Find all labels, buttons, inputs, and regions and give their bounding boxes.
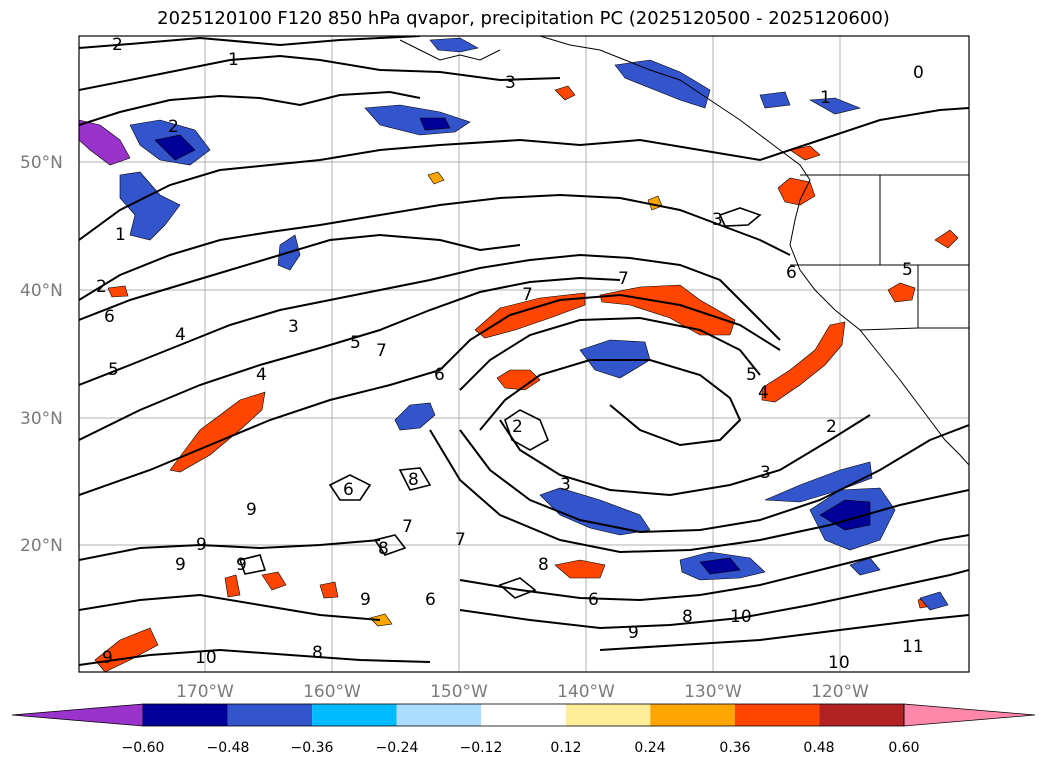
latitude-labels: 50°N 40°N 30°N 20°N [20, 153, 63, 556]
map-title: 2025120100 F120 850 hPa qvapor, precipit… [157, 8, 890, 29]
colorbar-segment [396, 704, 482, 726]
coastlines [399, 36, 969, 466]
contour-label: 2 [112, 35, 123, 55]
contour-label: 8 [408, 470, 419, 490]
contour-labels: 2 1 3 0 1 2 6 1 2 4 3 5 7 6 4 5 7 7 5 4 … [96, 35, 924, 673]
contour-label: 8 [378, 539, 389, 559]
contour-label: 10 [195, 648, 217, 668]
colorbar-outline [142, 703, 905, 727]
contour-label: 5 [902, 260, 913, 280]
contour-label: 7 [455, 530, 466, 550]
contour-label: 4 [758, 383, 769, 403]
colorbar-segment [227, 704, 313, 726]
contour-label: 7 [522, 285, 533, 305]
colorbar-tick: 0.60 [888, 740, 919, 756]
lon-label-160w: 160°W [303, 682, 361, 702]
contour-label: 3 [712, 210, 723, 230]
contour-label: 1 [820, 88, 831, 108]
colorbar-extend-low [11, 703, 144, 727]
contour-label: 9 [360, 590, 371, 610]
contour-label: 11 [902, 637, 924, 657]
contour-label: 6 [104, 307, 115, 327]
colorbar-tick: 0.24 [634, 740, 665, 756]
lon-label-170w: 170°W [176, 682, 234, 702]
colorbar-tick: −0.36 [291, 740, 334, 756]
contour-label: 6 [425, 590, 436, 610]
contour-label: 8 [538, 555, 549, 575]
contour-label: 7 [618, 269, 629, 289]
contour-label: 5 [746, 365, 757, 385]
contour-label: 6 [588, 590, 599, 610]
contour-label: 2 [168, 117, 179, 137]
contour-label: 2 [96, 277, 107, 297]
colorbar-extend-high [903, 703, 1036, 727]
contour-label: 6 [434, 365, 445, 385]
contour-label: 9 [628, 623, 639, 643]
contour-label: 6 [343, 480, 354, 500]
lat-label-40n: 40°N [20, 281, 63, 301]
lat-label-20n: 20°N [20, 536, 63, 556]
colorbar-ticks: −0.60 −0.48 −0.36 −0.24 −0.12 0.12 0.24 … [122, 740, 920, 756]
colorbar-tick: −0.12 [460, 740, 503, 756]
colorbar-tick: 0.12 [550, 740, 581, 756]
colorbar-segment [565, 704, 651, 726]
map-panel [79, 36, 969, 672]
contour-label: 7 [402, 517, 413, 537]
map-frame [78, 35, 970, 673]
contour-label: 2 [512, 417, 523, 437]
contour-label: 7 [376, 341, 387, 361]
colorbar-segment [312, 704, 397, 726]
contour-label: 10 [828, 653, 850, 673]
colorbar [11, 703, 1036, 727]
lon-label-120w: 120°W [811, 682, 869, 702]
contour-label: 9 [175, 555, 186, 575]
colorbar-segment [650, 704, 735, 726]
contour-label: 6 [786, 263, 797, 283]
contour-label: 9 [246, 500, 257, 520]
contour-label: 4 [256, 365, 267, 385]
contour-label: 2 [826, 417, 837, 437]
colorbar-tick: −0.24 [376, 740, 419, 756]
contour-label: 5 [108, 360, 119, 380]
contour-label: 1 [228, 50, 239, 70]
contour-label: 3 [560, 475, 571, 495]
contour-label: 5 [350, 333, 361, 353]
contour-label: 3 [505, 73, 516, 93]
lon-label-150w: 150°W [430, 682, 488, 702]
qvapor-contour-blobs [238, 207, 762, 599]
colorbar-tick: 0.36 [719, 740, 750, 756]
contour-label: 10 [730, 607, 752, 627]
colorbar-segment [143, 704, 228, 726]
graticule [79, 36, 969, 672]
colorbar-segment [819, 704, 904, 726]
contour-label: 3 [288, 317, 299, 337]
lon-label-140w: 140°W [557, 682, 615, 702]
contour-label: 8 [312, 643, 323, 663]
longitude-labels: 170°W 160°W 150°W 140°W 130°W 120°W [176, 682, 869, 702]
contour-label: 1 [115, 225, 126, 245]
colorbar-segment [734, 704, 820, 726]
contour-label: 9 [196, 535, 207, 555]
contour-label: 4 [175, 325, 186, 345]
lat-label-30n: 30°N [20, 409, 63, 429]
contour-label: 0 [913, 63, 924, 83]
qvapor-contours [79, 36, 969, 666]
colorbar-tick: −0.60 [122, 740, 165, 756]
contour-label: 9 [236, 555, 247, 575]
contour-label: 3 [760, 463, 771, 483]
colorbar-segment [481, 704, 566, 726]
colorbar-tick: 0.48 [803, 740, 834, 756]
colorbar-tick: −0.48 [207, 740, 250, 756]
lat-label-50n: 50°N [20, 153, 63, 173]
contour-label: 8 [682, 607, 693, 627]
lon-label-130w: 130°W [684, 682, 742, 702]
contour-label: 9 [102, 648, 113, 668]
